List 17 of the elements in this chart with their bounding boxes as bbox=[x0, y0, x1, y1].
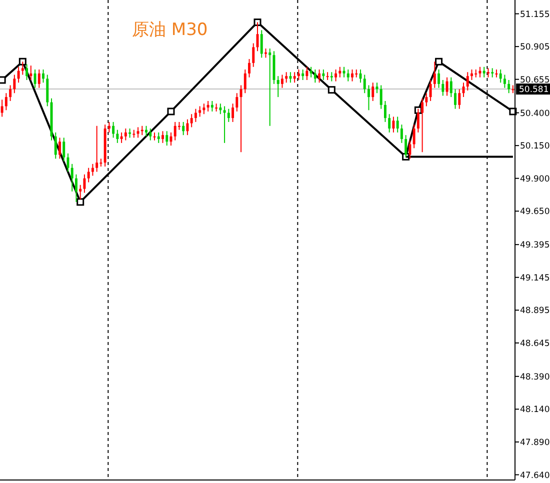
y-tick-label: 49.900 bbox=[520, 174, 550, 184]
text: 原油 M30 bbox=[132, 20, 208, 40]
y-tick-label: 48.140 bbox=[520, 405, 550, 416]
y-tick-label: 47.640 bbox=[520, 470, 550, 481]
y-tick-label: 49.395 bbox=[520, 240, 550, 251]
y-tick-label: 50.655 bbox=[520, 75, 550, 86]
y-tick-label: 51.155 bbox=[520, 10, 550, 20]
ref-line-label: 50.581 bbox=[519, 85, 549, 96]
y-tick-label: 48.390 bbox=[520, 372, 550, 382]
y-tick-label: 50.400 bbox=[520, 108, 550, 119]
y-tick-label: 50.150 bbox=[520, 142, 550, 152]
y-tick-label: 47.890 bbox=[520, 438, 550, 448]
y-tick-label: 48.645 bbox=[520, 338, 550, 349]
y-tick-label: 49.145 bbox=[520, 273, 550, 284]
y-tick-label: 48.895 bbox=[520, 306, 550, 316]
y-tick-label: 50.905 bbox=[520, 42, 550, 53]
y-tick-label: 49.650 bbox=[520, 207, 550, 218]
